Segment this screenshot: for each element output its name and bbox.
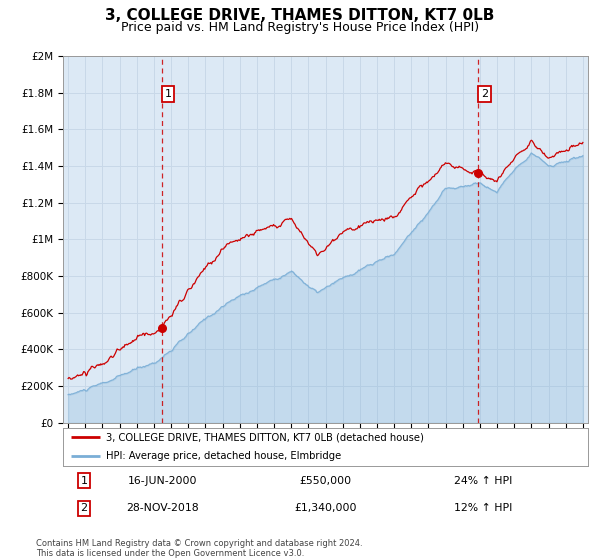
Text: 1: 1 [164, 89, 172, 99]
Text: Contains HM Land Registry data © Crown copyright and database right 2024.
This d: Contains HM Land Registry data © Crown c… [36, 539, 362, 558]
Text: 12% ↑ HPI: 12% ↑ HPI [454, 503, 512, 513]
Text: 2: 2 [481, 89, 488, 99]
Text: 1: 1 [80, 476, 88, 486]
Text: £1,340,000: £1,340,000 [294, 503, 357, 513]
Text: 2: 2 [80, 503, 88, 513]
Text: 16-JUN-2000: 16-JUN-2000 [128, 476, 197, 486]
Text: 24% ↑ HPI: 24% ↑ HPI [454, 476, 512, 486]
Text: 3, COLLEGE DRIVE, THAMES DITTON, KT7 0LB: 3, COLLEGE DRIVE, THAMES DITTON, KT7 0LB [106, 8, 494, 24]
Text: 28-NOV-2018: 28-NOV-2018 [127, 503, 199, 513]
Text: £550,000: £550,000 [299, 476, 352, 486]
Text: 3, COLLEGE DRIVE, THAMES DITTON, KT7 0LB (detached house): 3, COLLEGE DRIVE, THAMES DITTON, KT7 0LB… [106, 432, 424, 442]
Text: HPI: Average price, detached house, Elmbridge: HPI: Average price, detached house, Elmb… [106, 451, 341, 461]
Text: Price paid vs. HM Land Registry's House Price Index (HPI): Price paid vs. HM Land Registry's House … [121, 21, 479, 34]
